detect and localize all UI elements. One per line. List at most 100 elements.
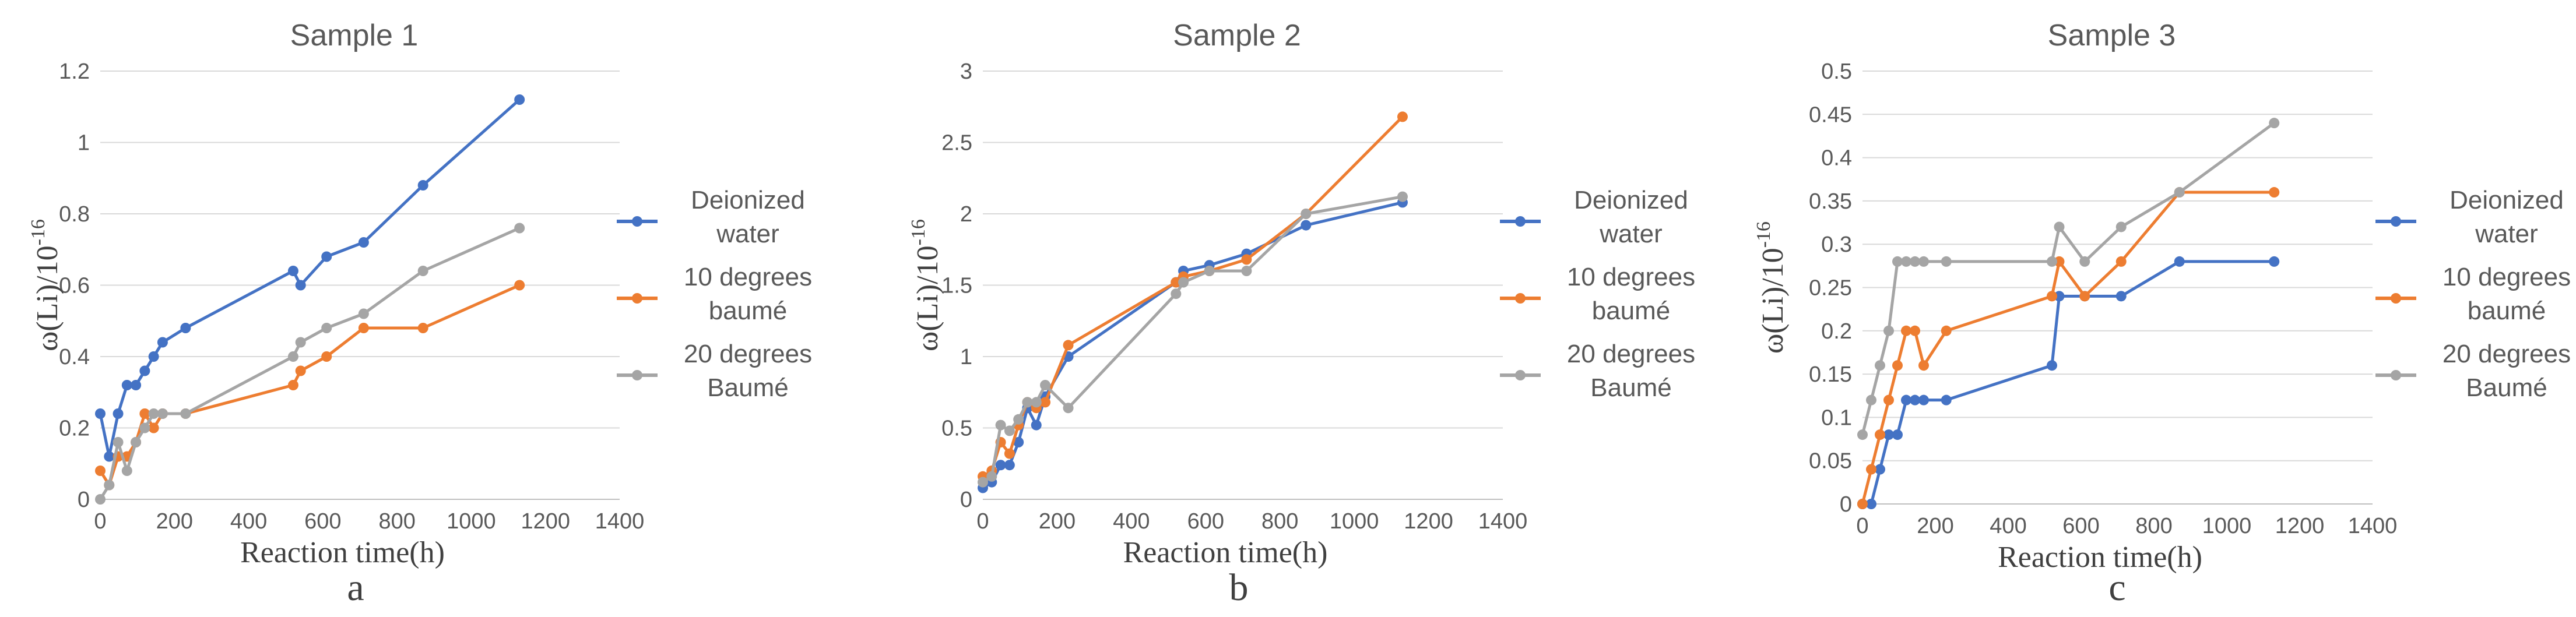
y-tick-label: 3 <box>960 59 972 84</box>
legend-entry-2: 10 degrees baumé <box>1500 263 1695 325</box>
x-tick-label: 600 <box>2062 514 2099 538</box>
x-tick-label: 200 <box>156 509 193 534</box>
data-point <box>104 451 115 462</box>
data-point <box>1063 403 1074 414</box>
legend-label: 10 degrees <box>2443 263 2571 291</box>
data-point <box>1918 360 1929 371</box>
legend-marker <box>632 370 642 380</box>
chart-title: Sample 3 <box>2048 19 2176 52</box>
x-tick-label: 800 <box>2135 514 2172 538</box>
legend-label: baumé <box>1592 297 1671 325</box>
legend-label: Baumé <box>707 373 788 402</box>
data-point <box>180 323 191 333</box>
data-point <box>180 408 191 419</box>
data-point <box>321 323 332 333</box>
x-tick-label: 1400 <box>1478 509 1528 534</box>
chart-panel-2: 0 0.5 1 1.5 2 2.5 3 0 200 400 600 800 1000 1200 1400 Sa… <box>908 19 1695 609</box>
data-point <box>514 94 525 105</box>
data-point <box>1941 394 1952 406</box>
x-tick-label: 600 <box>304 509 341 534</box>
data-point <box>358 323 369 333</box>
legend-label: 20 degrees <box>2443 340 2571 368</box>
panel-label: b <box>1229 566 1249 609</box>
data-point <box>1241 266 1252 276</box>
legend-label: 20 degrees <box>1567 340 1695 368</box>
data-point <box>321 351 332 362</box>
data-point <box>295 337 306 348</box>
data-point <box>2115 221 2127 232</box>
y-tick-label: 0.2 <box>59 417 90 441</box>
data-point <box>978 477 988 488</box>
legend-entry-1: Deionized water <box>2375 186 2564 248</box>
legend-label: Baumé <box>1590 373 1671 402</box>
data-point <box>121 466 132 476</box>
y-tick-label: 0.2 <box>1821 319 1852 344</box>
data-point <box>1204 266 1215 276</box>
series-line-3 <box>1861 122 2275 435</box>
data-point <box>2047 360 2057 371</box>
data-point <box>157 408 168 419</box>
series-line-1 <box>1862 260 2275 506</box>
data-point <box>104 480 115 491</box>
chart-panel-1: 0 0.2 0.4 0.6 0.8 1 1.2 0 200 400 600 800 1000 1200 14… <box>27 19 812 609</box>
y-tick-label: 0.5 <box>941 417 972 441</box>
legend-entry-1: Deionized water <box>617 186 805 248</box>
legend-label: baumé <box>2468 297 2546 325</box>
data-point <box>295 365 306 376</box>
data-point <box>1883 429 1894 440</box>
y-axis-label: ω(Li)/10-16 <box>27 219 64 351</box>
data-point <box>986 471 997 482</box>
data-point <box>1875 464 1885 475</box>
y-tick-label: 0 <box>960 488 972 512</box>
data-point <box>95 494 106 505</box>
x-tick-label: 0 <box>976 509 989 534</box>
data-point <box>1022 397 1033 408</box>
y-tick-label: 2.5 <box>941 131 972 156</box>
legend-marker <box>2391 370 2401 380</box>
data-point <box>1013 414 1024 425</box>
series-line-3 <box>99 227 521 500</box>
data-point <box>1040 380 1051 390</box>
y-tick-label: 0.35 <box>1809 189 1852 214</box>
x-tick-label: 1400 <box>2348 514 2398 538</box>
data-point <box>1857 429 1868 440</box>
data-point <box>321 251 332 262</box>
data-point <box>358 308 369 319</box>
data-point <box>1063 340 1074 351</box>
y-tick-label: 0.05 <box>1809 449 1852 474</box>
data-point <box>514 223 525 234</box>
data-point <box>417 323 428 333</box>
y-tick-label: 0.5 <box>1821 59 1852 84</box>
y-tick-label: 0.45 <box>1809 103 1852 127</box>
data-point <box>113 408 124 419</box>
panel-label: c <box>2108 566 2125 609</box>
legend-label: 10 degrees <box>684 263 812 291</box>
legend-marker <box>2391 216 2401 227</box>
legend-label: 20 degrees <box>684 340 812 368</box>
data-point <box>1031 419 1042 431</box>
data-point <box>2115 291 2127 302</box>
legend-entry-2: 10 degrees baumé <box>2375 263 2571 325</box>
data-point <box>995 460 1006 471</box>
legend-marker <box>1515 293 1526 304</box>
data-point <box>1866 499 1876 509</box>
data-point <box>1866 394 1876 406</box>
x-tick-label: 600 <box>1187 509 1224 534</box>
data-point <box>2174 256 2185 267</box>
data-point <box>1301 220 1312 231</box>
panel-label: a <box>347 566 364 609</box>
data-point <box>287 351 298 362</box>
data-point <box>131 437 142 447</box>
data-point <box>1883 325 1894 336</box>
y-tick-label: 0.4 <box>1821 146 1852 171</box>
data-point <box>2054 291 2065 302</box>
legend-marker <box>2391 293 2401 304</box>
data-point <box>295 280 306 291</box>
data-point <box>95 466 106 476</box>
data-point <box>1241 254 1252 265</box>
chart-title: Sample 1 <box>290 19 419 52</box>
data-point <box>1397 111 1408 122</box>
x-axis-label: Reaction time(h) <box>1123 536 1328 569</box>
data-point <box>148 422 159 433</box>
data-point <box>1901 256 1911 267</box>
